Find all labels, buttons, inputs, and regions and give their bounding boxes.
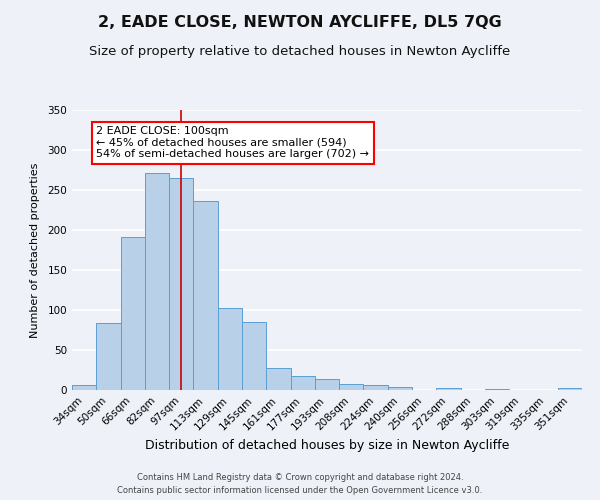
Bar [96, 323, 121, 390]
X-axis label: Distribution of detached houses by size in Newton Aycliffe: Distribution of detached houses by size … [145, 438, 509, 452]
Bar [266, 368, 290, 390]
Bar [193, 201, 218, 390]
Bar [485, 389, 509, 390]
Bar [290, 376, 315, 390]
Bar [218, 308, 242, 390]
Text: 2 EADE CLOSE: 100sqm
← 45% of detached houses are smaller (594)
54% of semi-deta: 2 EADE CLOSE: 100sqm ← 45% of detached h… [96, 126, 369, 159]
Bar [121, 237, 145, 390]
Text: Size of property relative to detached houses in Newton Aycliffe: Size of property relative to detached ho… [89, 45, 511, 58]
Bar [339, 384, 364, 390]
Bar [558, 388, 582, 390]
Bar [315, 379, 339, 390]
Y-axis label: Number of detached properties: Number of detached properties [31, 162, 40, 338]
Text: 2, EADE CLOSE, NEWTON AYCLIFFE, DL5 7QG: 2, EADE CLOSE, NEWTON AYCLIFFE, DL5 7QG [98, 15, 502, 30]
Bar [145, 173, 169, 390]
Text: Contains HM Land Registry data © Crown copyright and database right 2024.: Contains HM Land Registry data © Crown c… [137, 474, 463, 482]
Bar [364, 385, 388, 390]
Bar [72, 385, 96, 390]
Bar [388, 387, 412, 390]
Text: Contains public sector information licensed under the Open Government Licence v3: Contains public sector information licen… [118, 486, 482, 495]
Bar [169, 178, 193, 390]
Bar [242, 322, 266, 390]
Bar [436, 388, 461, 390]
